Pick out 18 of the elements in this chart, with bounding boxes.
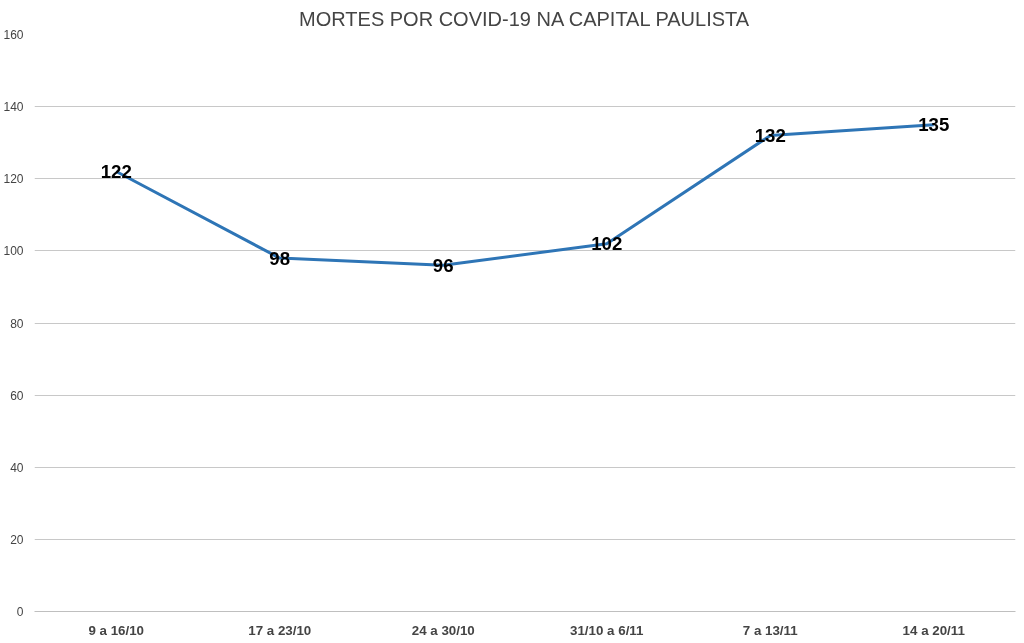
x-tick-label: 17 a 23/10: [248, 622, 312, 638]
y-tick-label: 0: [16, 605, 24, 619]
y-tick-label: 40: [10, 460, 24, 475]
x-tick-label: 24 a 30/10: [411, 622, 475, 638]
y-tick-label: 20: [10, 532, 24, 547]
x-tick-label: 14 a 20/11: [902, 622, 966, 638]
x-tick-label: 9 a 16/10: [88, 622, 145, 638]
y-tick-label: 160: [3, 28, 24, 42]
y-tick-label: 80: [10, 316, 24, 331]
y-tick-label: 140: [3, 100, 24, 115]
y-tick-label: 120: [3, 172, 24, 187]
x-tick-label: 7 a 13/11: [742, 622, 799, 638]
data-label: 135: [918, 114, 950, 136]
y-tick-label: 100: [3, 244, 24, 259]
y-tick-label: 60: [10, 388, 24, 403]
x-tick-label: 31/10 a 6/11: [570, 622, 645, 638]
chart-title: MORTES POR COVID-19 NA CAPITAL PAULISTA: [299, 7, 750, 30]
data-label: 122: [100, 161, 132, 183]
